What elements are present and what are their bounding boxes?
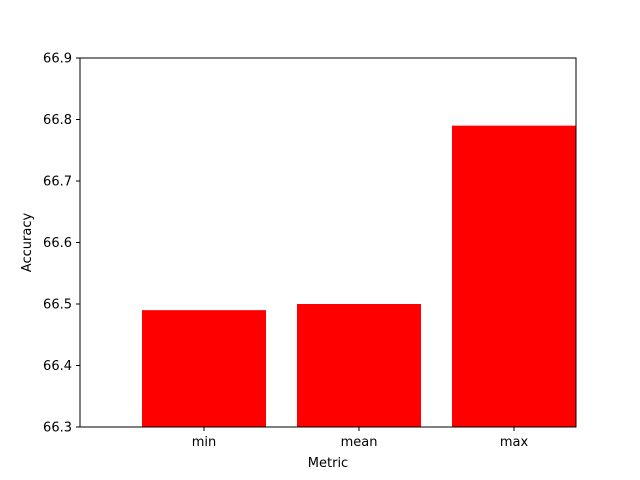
bar-mean (297, 304, 421, 427)
y-axis-title: Accuracy (20, 213, 35, 273)
x-tick-label: max (500, 435, 529, 450)
bars-layer (142, 125, 576, 428)
y-tick-label: 66.6 (43, 236, 72, 251)
plot-frame (79, 57, 577, 428)
x-axis: min mean max (192, 427, 529, 450)
y-tick-label: 66.9 (43, 52, 72, 67)
bar-max (452, 125, 576, 428)
x-axis-title: Metric (308, 456, 348, 471)
y-tick-label: 66.4 (43, 359, 72, 374)
y-tick-label: 66.5 (43, 298, 72, 313)
x-tick-label: min (192, 435, 217, 450)
y-tick-label: 66.7 (43, 175, 72, 190)
x-tick-label: mean (341, 435, 378, 450)
y-tick-label: 66.8 (43, 113, 72, 128)
bar-min (142, 310, 266, 427)
y-tick-label: 66.3 (43, 421, 72, 436)
y-axis: 66.3 66.4 66.5 66.6 66.7 66.8 66.9 (43, 52, 80, 436)
